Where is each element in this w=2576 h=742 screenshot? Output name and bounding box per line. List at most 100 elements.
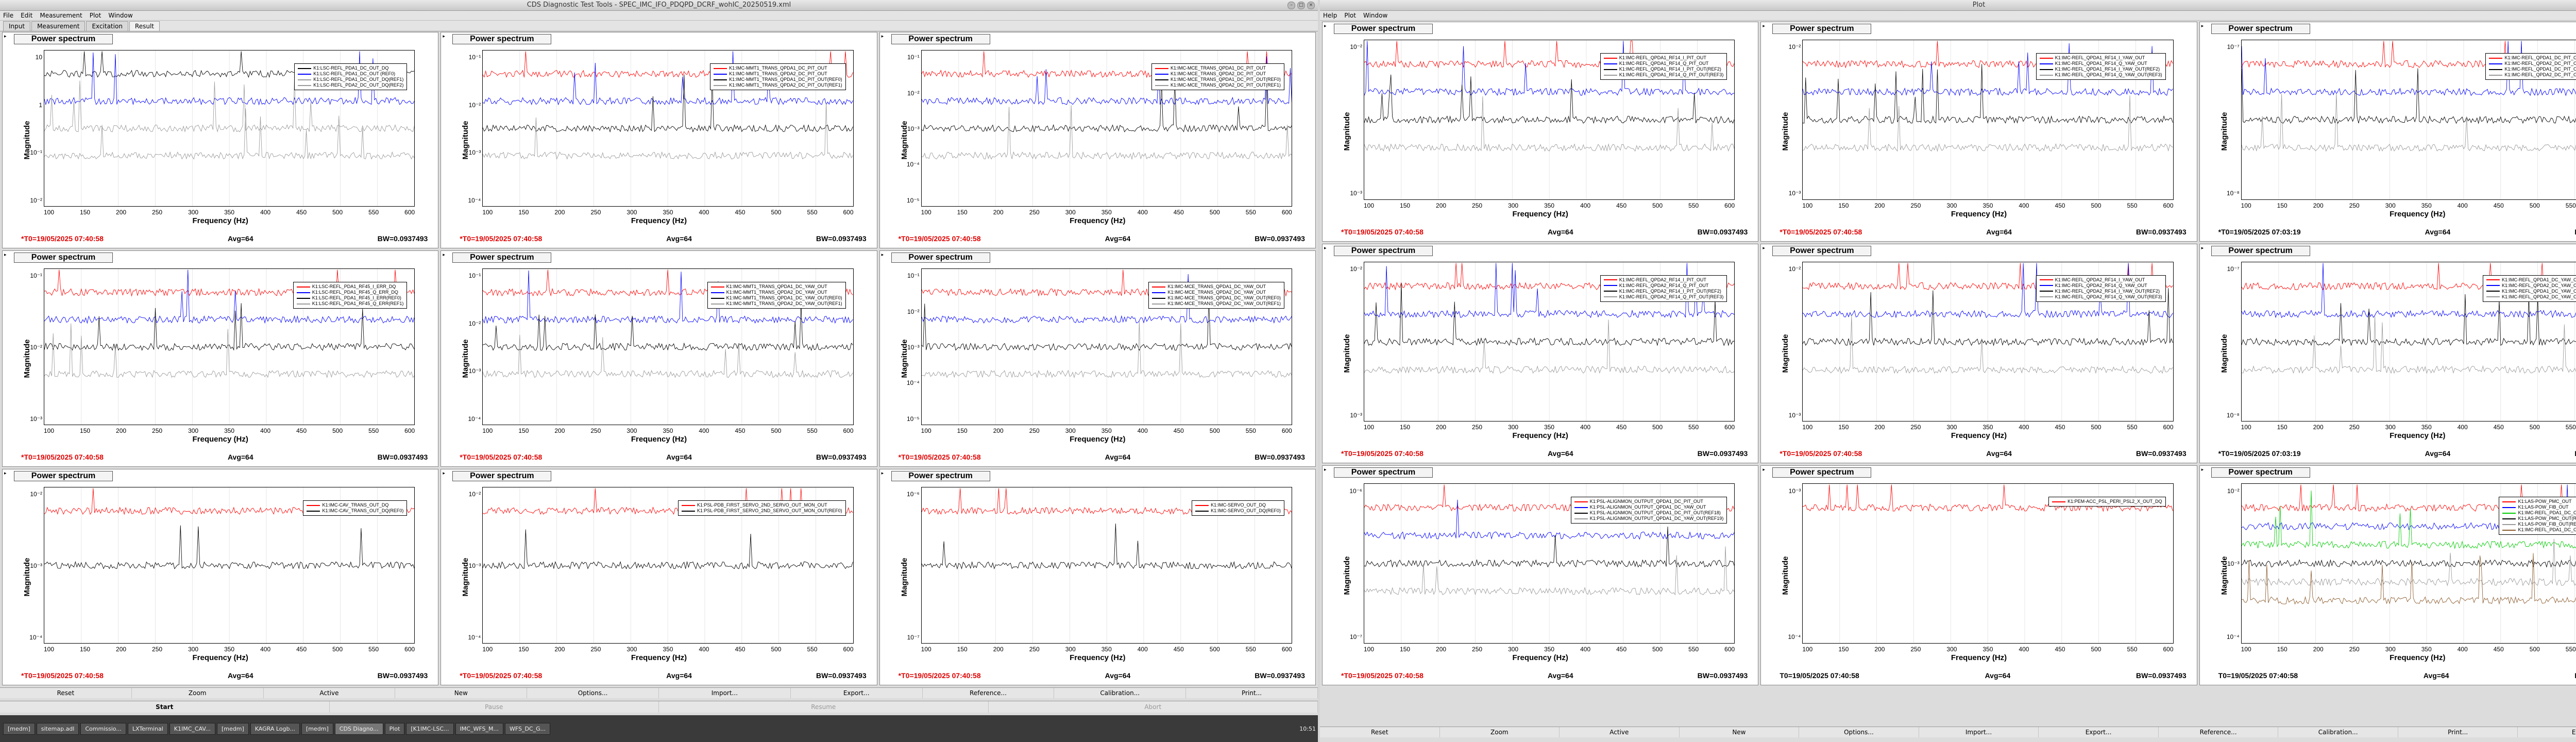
taskbar-item[interactable]: [medm] xyxy=(301,722,333,735)
menu-plot[interactable]: Plot xyxy=(89,12,101,19)
calibration-button[interactable]: Calibration... xyxy=(2278,727,2398,737)
options-button[interactable]: Options... xyxy=(527,688,659,698)
pad-select-icon[interactable]: ▸ xyxy=(4,34,7,39)
pad-select-icon[interactable]: ▸ xyxy=(1324,467,1327,473)
resume-button[interactable]: Resume xyxy=(659,701,989,713)
plot-pad[interactable]: ▸ Power spectrum Magnitude 10⁻² 10⁻³ K1:IMC-R… xyxy=(1322,22,1759,242)
zoom-button[interactable]: Zoom xyxy=(132,688,264,698)
plot-pad[interactable]: ▸ Power spectrum Magnitude 10⁻⁶ 10⁻⁷ K1:PSL-A… xyxy=(1322,465,1759,685)
plot-pad[interactable]: ▸ Power spectrum Magnitude 10⁻¹ 10⁻² 10⁻³ 10⁻⁴… xyxy=(879,32,1316,248)
pad-select-icon[interactable]: ▸ xyxy=(1762,24,1765,29)
maximize-icon[interactable]: □ xyxy=(1297,2,1305,9)
taskbar-item[interactable]: Commissio... xyxy=(80,722,126,735)
taskbar-item[interactable]: Plot xyxy=(384,722,405,735)
taskbar-item[interactable]: [K1IMC-LSC... xyxy=(406,722,454,735)
spectrum-trace xyxy=(1803,315,2173,374)
menu-plot[interactable]: Plot xyxy=(1344,12,1356,19)
plot-pad[interactable]: ▸ Power spectrum Magnitude 10⁻¹ 10⁻² 10⁻³ 10⁻⁴… xyxy=(440,32,877,248)
plot-pad[interactable]: ▸ Power spectrum Magnitude 10⁻² 10⁻³ K1:IMC-R… xyxy=(1760,22,2197,242)
menu-window[interactable]: Window xyxy=(1363,12,1388,19)
tab-input[interactable]: Input xyxy=(3,21,31,31)
plot-pad[interactable]: ▸ Power spectrum Magnitude 10 1 10⁻¹ 10⁻² K1:LS… xyxy=(2,32,439,248)
calibration-button[interactable]: Calibration... xyxy=(1054,688,1187,698)
plot-pad[interactable]: ▸ Power spectrum Magnitude 10⁻⁷ 10⁻⁸ K1:IMC-R… xyxy=(2199,22,2576,242)
options-button[interactable]: Options... xyxy=(1799,727,1919,737)
x-tick-label: 450 xyxy=(735,646,745,653)
new-button[interactable]: New xyxy=(395,688,528,698)
menu-help[interactable]: Help xyxy=(1323,12,1337,19)
new-button[interactable]: New xyxy=(1680,727,1800,737)
plot-area[interactable]: 10⁻² 10⁻³ 10⁻⁴ xyxy=(29,487,415,644)
pad-select-icon[interactable]: ▸ xyxy=(1324,24,1327,29)
plot-pad[interactable]: ▸ Power spectrum Magnitude 10⁻¹ 10⁻² 10⁻³ 10⁻⁴… xyxy=(879,250,1316,467)
x-tick-label: 100 xyxy=(482,427,493,434)
active-button[interactable]: Active xyxy=(264,688,396,698)
pad-select-icon[interactable]: ▸ xyxy=(2201,245,2204,251)
menu-window[interactable]: Window xyxy=(108,12,133,19)
menu-edit[interactable]: Edit xyxy=(21,12,33,19)
zoom-button[interactable]: Zoom xyxy=(1440,727,1560,737)
tab-result[interactable]: Result xyxy=(129,21,160,31)
plot-pad[interactable]: ▸ Power spectrum Magnitude 10⁻¹ 10⁻² 10⁻³ 10⁻⁴… xyxy=(440,250,877,467)
legend-swatch xyxy=(2486,296,2500,298)
pad-select-icon[interactable]: ▸ xyxy=(443,34,445,39)
taskbar-item[interactable]: WFS_DC_G... xyxy=(504,722,551,735)
tab-excitation[interactable]: Excitation xyxy=(86,21,128,31)
reference-button[interactable]: Reference... xyxy=(923,688,1055,698)
export-button[interactable]: Export... xyxy=(2039,727,2159,737)
plot-pad[interactable]: ▸ Power spectrum Magnitude 10⁻² 10⁻³ 10⁻⁴ K1:P… xyxy=(440,469,877,685)
close-icon[interactable]: × xyxy=(1307,2,1315,9)
taskbar-item[interactable]: LXTerminal xyxy=(127,722,168,735)
pad-select-icon[interactable]: ▸ xyxy=(4,471,7,476)
plot-pad[interactable]: ▸ Power spectrum Magnitude 10⁻⁷ 10⁻⁸ K1:IMC-R… xyxy=(2199,243,2576,464)
pad-select-icon[interactable]: ▸ xyxy=(2201,24,2204,29)
x-tick-label: 450 xyxy=(2493,645,2504,653)
plot-pad[interactable]: ▸ Power spectrum Magnitude 10⁻¹ 10⁻² 10⁻³ K1:L… xyxy=(2,250,439,467)
pad-select-icon[interactable]: ▸ xyxy=(443,471,445,476)
plot-area[interactable]: 10⁻³ 10⁻⁴ xyxy=(1788,483,2174,644)
exit-button[interactable]: Exit xyxy=(2518,727,2576,737)
tab-measurement[interactable]: Measurement xyxy=(31,21,86,31)
pad-select-icon[interactable]: ▸ xyxy=(881,34,884,39)
pause-button[interactable]: Pause xyxy=(330,701,659,713)
menu-measurement[interactable]: Measurement xyxy=(40,12,82,19)
pad-select-icon[interactable]: ▸ xyxy=(1762,467,1765,473)
plot-pad[interactable]: ▸ Power spectrum Magnitude 10⁻² 10⁻³ 10⁻⁴ K1:I… xyxy=(2,469,439,685)
taskbar-item[interactable]: IMC_WFS_M... xyxy=(455,722,503,735)
reset-button[interactable]: Reset xyxy=(1320,727,1440,737)
y-tick-label: 10⁻⁸ xyxy=(2226,411,2240,419)
taskbar-item[interactable]: [medm] xyxy=(217,722,249,735)
pad-select-icon[interactable]: ▸ xyxy=(1762,245,1765,251)
pad-select-icon[interactable]: ▸ xyxy=(881,252,884,258)
print-button[interactable]: Print... xyxy=(2398,727,2518,737)
pad-select-icon[interactable]: ▸ xyxy=(881,471,884,476)
pad-select-icon[interactable]: ▸ xyxy=(443,252,445,258)
taskbar-item[interactable]: K1IMC_CAV... xyxy=(169,722,216,735)
import-button[interactable]: Import... xyxy=(1919,727,2039,737)
plot-area[interactable]: 10⁻¹ 10⁻² 10⁻³ 10⁻⁴ 10⁻⁵ xyxy=(907,268,1292,425)
pad-select-icon[interactable]: ▸ xyxy=(4,252,7,258)
import-button[interactable]: Import... xyxy=(659,688,791,698)
reset-button[interactable]: Reset xyxy=(0,688,132,698)
plot-pad[interactable]: ▸ Power spectrum Magnitude 10⁻³ 10⁻⁴ K1:PEM-A… xyxy=(1760,465,2197,685)
active-button[interactable]: Active xyxy=(1560,727,1680,737)
plot-pad[interactable]: ▸ Power spectrum Magnitude 10⁻² 10⁻³ K1:IMC-R… xyxy=(1760,243,2197,464)
start-button[interactable]: Start xyxy=(0,701,330,713)
plot-area[interactable]: 10⁻¹ 10⁻² 10⁻³ 10⁻⁴ 10⁻⁵ xyxy=(907,50,1292,207)
minimize-icon[interactable]: – xyxy=(1287,2,1295,9)
taskbar-item[interactable]: CDS Diagno... xyxy=(334,722,383,735)
plot-pad[interactable]: ▸ Power spectrum Magnitude 10⁻⁶ 10⁻⁷ K1:IMC-S… xyxy=(879,469,1316,685)
print-button[interactable]: Print... xyxy=(1186,688,1318,698)
taskbar-item[interactable]: [medm] xyxy=(3,722,35,735)
reference-button[interactable]: Reference... xyxy=(2159,727,2279,737)
plot-pad[interactable]: ▸ Power spectrum Magnitude 10⁻² 10⁻³ K1:IMC-R… xyxy=(1322,243,1759,464)
x-tick-label: 100 xyxy=(1802,645,1813,653)
pad-select-icon[interactable]: ▸ xyxy=(2201,467,2204,473)
taskbar-item[interactable]: KAGRA Logb... xyxy=(250,722,300,735)
abort-button[interactable]: Abort xyxy=(989,701,1318,713)
export-button[interactable]: Export... xyxy=(791,688,923,698)
plot-pad[interactable]: ▸ Power spectrum Magnitude 10⁻² 10⁻³ 10⁻⁴ K1:L… xyxy=(2199,465,2576,685)
menu-file[interactable]: File xyxy=(3,12,14,19)
pad-select-icon[interactable]: ▸ xyxy=(1324,245,1327,251)
taskbar-item[interactable]: sitemap.adl xyxy=(36,722,79,735)
